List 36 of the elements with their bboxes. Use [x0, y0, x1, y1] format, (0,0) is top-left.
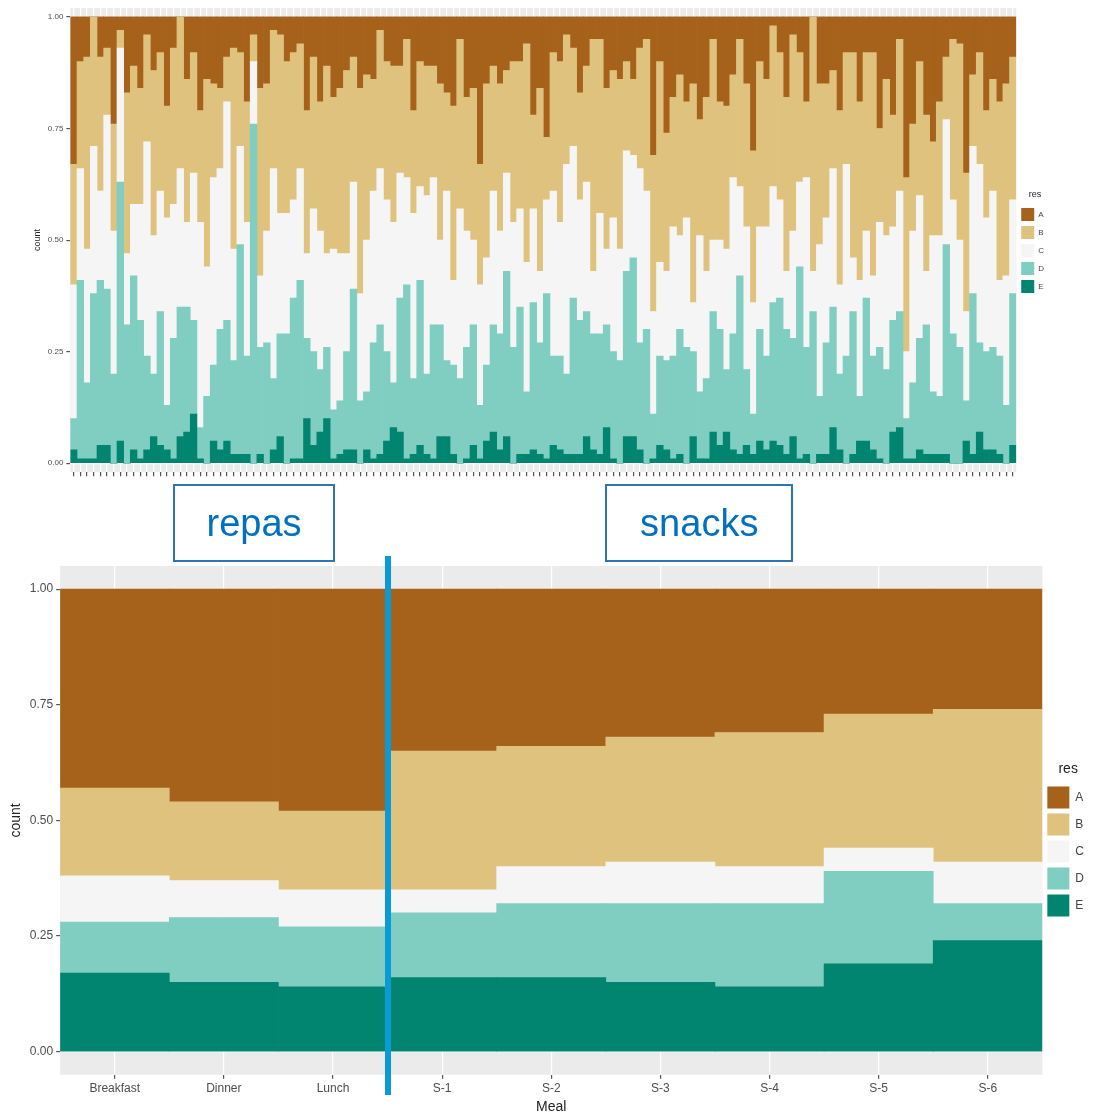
legend-label: C — [1038, 245, 1045, 255]
y-tick-label: 0.25 — [47, 346, 64, 356]
y-tick-label: 0.50 — [47, 235, 64, 245]
legend-label: B — [1038, 227, 1044, 237]
legend-label: B — [1075, 816, 1084, 831]
x-tick-label: Dinner — [206, 1081, 242, 1096]
y-tick-label: 0.25 — [29, 928, 54, 943]
legend-label: E — [1038, 281, 1044, 291]
text: repas — [173, 484, 336, 562]
legend-title: res — [1058, 760, 1078, 777]
y-tick-label: 0.75 — [47, 123, 64, 133]
legend-label: C — [1075, 843, 1085, 858]
x-tick-label: S-6 — [978, 1081, 998, 1096]
y-tick-label: 0.50 — [29, 812, 54, 827]
legend-label: A — [1038, 209, 1045, 219]
legend-label: D — [1038, 263, 1045, 273]
legend-label: E — [1075, 897, 1084, 912]
x-tick-label: S-5 — [869, 1081, 889, 1096]
legend-title: res — [1028, 189, 1042, 200]
y-tick-label: 0.75 — [29, 697, 54, 712]
x-tick-label: Breakfast — [89, 1081, 141, 1096]
y-tick-label: 1.00 — [47, 12, 64, 22]
x-axis-title: Meal — [536, 1098, 567, 1115]
y-axis-title: count — [31, 228, 42, 252]
legend-label: D — [1075, 870, 1085, 885]
x-tick-label: S-1 — [432, 1081, 452, 1096]
x-tick-label: Lunch — [316, 1081, 350, 1096]
legend-label: A — [1075, 789, 1084, 804]
y-axis-title: count — [7, 803, 24, 838]
text: snacks — [605, 484, 794, 562]
x-tick-label: S-3 — [651, 1081, 671, 1096]
x-tick-label: S-4 — [760, 1081, 780, 1096]
y-tick-label: 1.00 — [29, 581, 54, 596]
x-tick-label: S-2 — [541, 1081, 561, 1096]
y-tick-label: 0.00 — [29, 1043, 54, 1058]
y-tick-label: 0.00 — [47, 458, 64, 468]
